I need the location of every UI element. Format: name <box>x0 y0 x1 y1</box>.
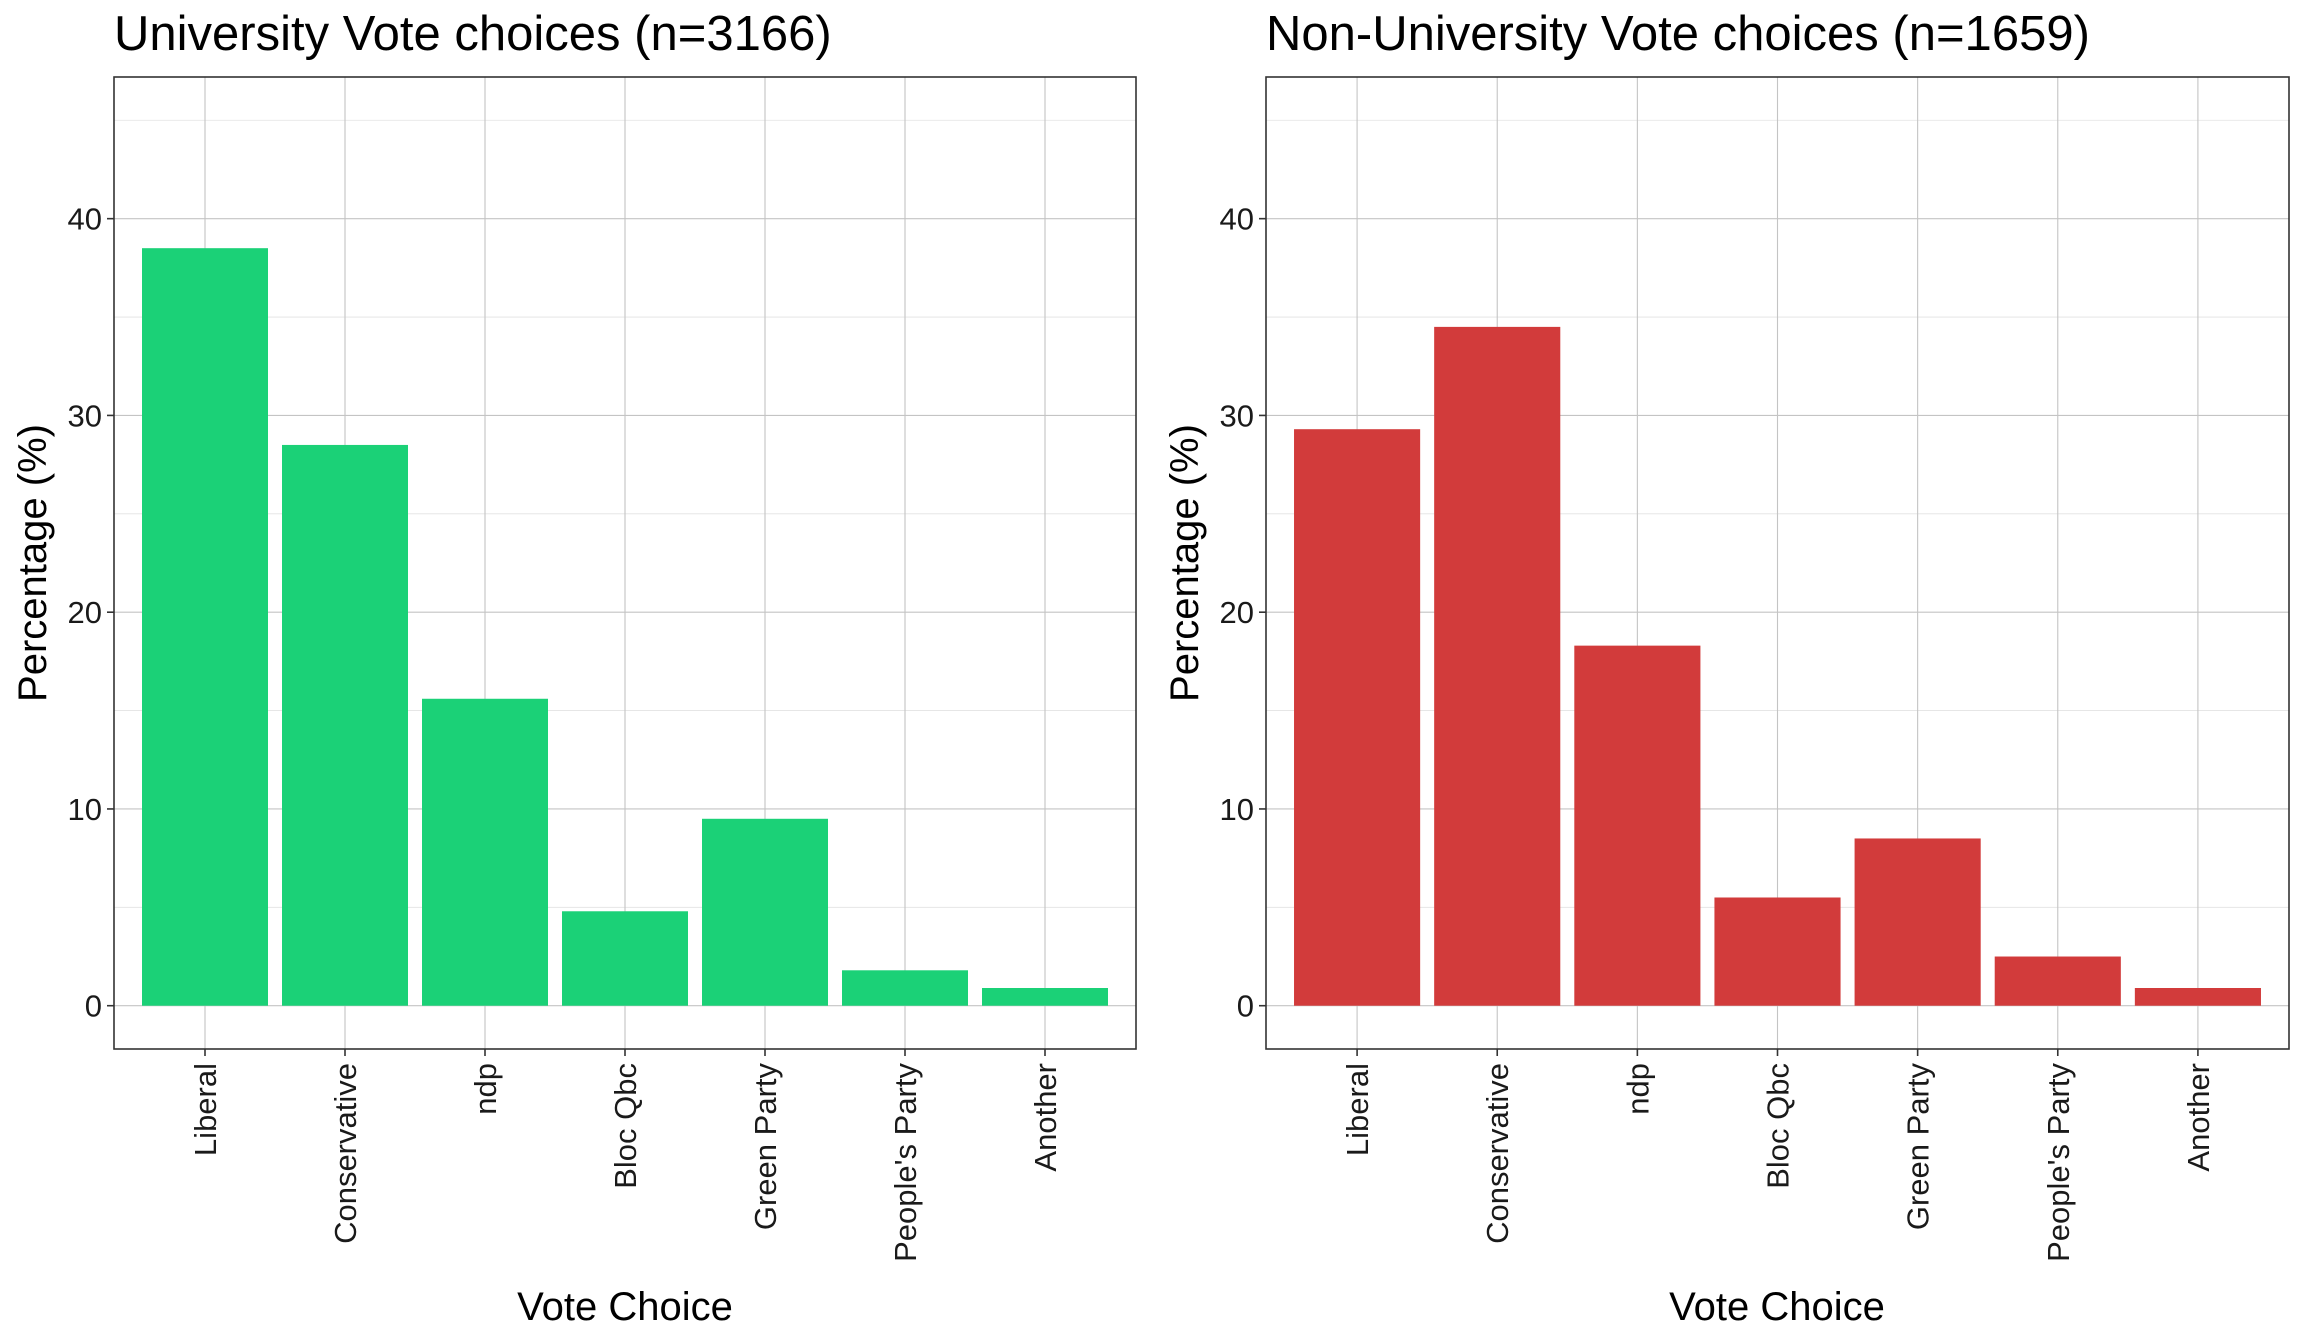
bar <box>2134 988 2261 1006</box>
bars-layer <box>142 248 1108 1006</box>
x-tick-label: Liberal <box>188 1063 223 1156</box>
y-tick-label: 10 <box>1220 792 1254 827</box>
y-tick-label: 30 <box>68 398 102 433</box>
y-tick-label: 10 <box>68 792 102 827</box>
y-axis: 0 10 20 30 40 <box>1220 202 1266 1024</box>
bar <box>282 444 408 1006</box>
x-axis-title: Vote Choice <box>1669 1285 1885 1329</box>
x-tick-label: ndp <box>468 1063 503 1115</box>
bar <box>842 970 968 1006</box>
panel-non-university: Non-University Vote choices (n=1659) 0 10… <box>1163 7 2290 1329</box>
x-tick-label: Green Party <box>748 1063 783 1231</box>
x-tick-label: Another <box>2181 1063 2216 1172</box>
chart-title: Non-University Vote choices (n=1659) <box>1266 7 2090 61</box>
bar <box>562 911 688 1006</box>
x-tick-label: Conservative <box>1480 1063 1515 1244</box>
bar <box>1574 645 1701 1006</box>
y-tick-label: 0 <box>85 989 102 1024</box>
bar <box>1434 326 1561 1006</box>
bar <box>1294 429 1421 1006</box>
bar <box>1994 956 2121 1006</box>
x-tick-label: People's Party <box>888 1063 923 1262</box>
y-tick-label: 40 <box>68 202 102 237</box>
x-tick-label: Liberal <box>1340 1063 1375 1156</box>
x-tick-label: Bloc Qbc <box>608 1063 643 1189</box>
x-tick-label: Conservative <box>328 1063 363 1244</box>
x-axis: Liberal Conservative ndp Bloc Qbc Green Part… <box>1340 1049 2216 1262</box>
x-tick-label: Bloc Qbc <box>1761 1063 1796 1189</box>
x-axis-title: Vote Choice <box>517 1285 733 1329</box>
y-tick-label: 0 <box>1237 989 1254 1024</box>
bar <box>422 698 548 1006</box>
x-tick-label: ndp <box>1620 1063 1655 1115</box>
y-tick-label: 30 <box>1220 398 1254 433</box>
bar <box>1714 897 1841 1006</box>
y-axis: 0 10 20 30 40 <box>68 202 114 1024</box>
bar <box>1854 838 1981 1006</box>
y-tick-label: 20 <box>68 595 102 630</box>
bars-layer <box>1294 326 2261 1006</box>
y-tick-label: 20 <box>1220 595 1254 630</box>
y-axis-title: Percentage (%) <box>11 424 55 702</box>
x-tick-label: Green Party <box>1901 1063 1936 1231</box>
bar <box>142 248 268 1006</box>
panel-university: University Vote choices (n=3166) 0 10 20 30… <box>11 7 1137 1329</box>
x-tick-label: Another <box>1028 1063 1063 1172</box>
x-axis: Liberal Conservative ndp Bloc Qbc Green Part… <box>188 1049 1063 1262</box>
chart-title: University Vote choices (n=3166) <box>114 7 832 61</box>
y-axis-title: Percentage (%) <box>1163 424 1207 702</box>
bar <box>702 818 828 1006</box>
y-tick-label: 40 <box>1220 202 1254 237</box>
bar <box>982 988 1108 1006</box>
x-tick-label: People's Party <box>2041 1063 2076 1262</box>
